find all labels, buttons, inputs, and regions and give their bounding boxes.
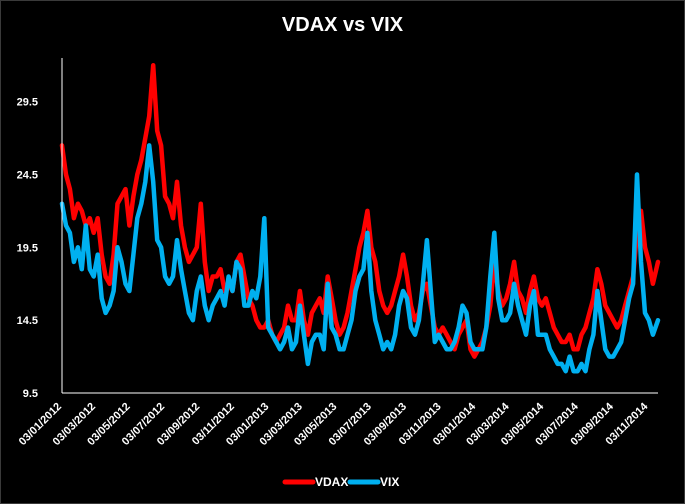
series-line-vdax <box>59 63 661 359</box>
series-layer <box>59 63 661 374</box>
y-tick-labels: 9.5 14.5 19.5 24.5 29.5 <box>17 97 38 400</box>
x-tick-labels: 03/01/201203/03/201203/05/201203/07/2012… <box>17 400 651 448</box>
legend: VDAX VIX <box>282 475 399 489</box>
y-tick-label: 14.5 <box>17 315 38 327</box>
legend-label-vdax: VDAX <box>315 475 348 489</box>
y-tick-label: 29.5 <box>17 97 38 109</box>
legend-label-vix: VIX <box>380 475 399 489</box>
y-tick-label: 9.5 <box>23 388 38 400</box>
y-tick-label: 19.5 <box>17 242 38 254</box>
y-tick-label: 24.5 <box>17 170 38 182</box>
series-line-vix <box>59 143 661 374</box>
chart-title: VDAX vs VIX <box>281 14 404 36</box>
